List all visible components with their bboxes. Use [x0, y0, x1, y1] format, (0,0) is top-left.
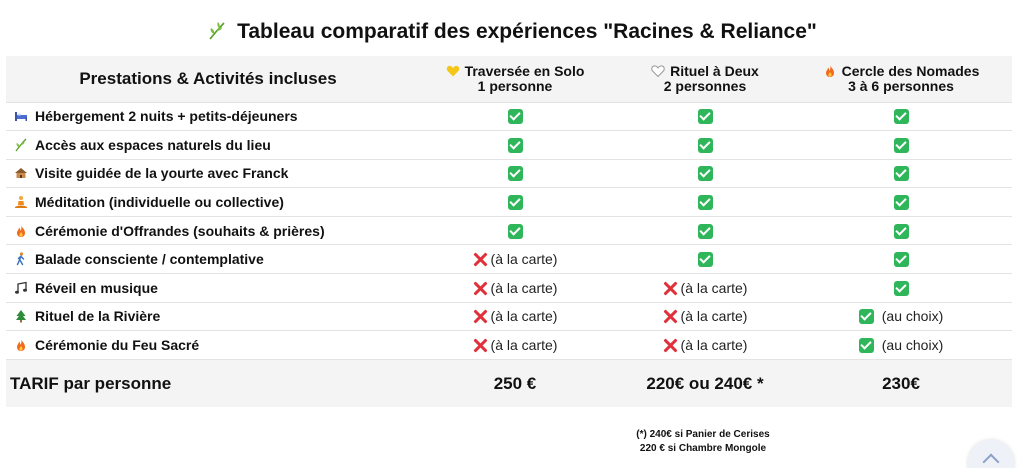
fire-icon [825, 64, 834, 77]
cross-icon [663, 309, 678, 324]
cross-icon [663, 338, 678, 353]
row-label: Méditation (individuelle ou collective) [35, 194, 284, 211]
check-icon [858, 338, 874, 354]
table-row: Cérémonie du Feu Sacré (à la carte) (à l… [6, 330, 1012, 360]
row-label: Balade consciente / contemplative [35, 251, 264, 268]
table-row: Balade consciente / contemplative (à la … [6, 244, 1012, 275]
header-label: Prestations & Activités incluses [6, 56, 410, 103]
footnote-line-2: 220 € si Chambre Mongole [639, 443, 767, 454]
page-title: Tableau comparatif des expériences "Raci… [0, 20, 1024, 44]
table-row: Méditation (individuelle ou collective) [6, 187, 1012, 217]
check-icon [893, 137, 909, 153]
check-icon [507, 109, 523, 125]
cross-icon [473, 309, 488, 324]
header-solo: Traversée en Solo 1 personne [410, 56, 620, 103]
check-icon [697, 137, 713, 153]
footnote: (*) 240€ si Panier de Cerises 220 € si C… [618, 428, 788, 456]
scroll-to-top-button[interactable] [968, 440, 1014, 468]
check-icon [893, 109, 909, 125]
bed-icon [15, 112, 27, 122]
fire-icon [17, 224, 25, 237]
table-row: Cérémonie d'Offrandes (souhaits & prière… [6, 216, 1012, 246]
title-text: Tableau comparatif des expériences "Raci… [237, 20, 817, 43]
herb-icon [15, 138, 27, 152]
price-solo: 250 € [410, 359, 620, 408]
check-icon [507, 223, 523, 239]
check-icon [697, 166, 713, 182]
check-icon [893, 223, 909, 239]
row-label: Rituel de la Rivière [35, 308, 161, 325]
row-label: Visite guidée de la yourte avec Franck [35, 165, 289, 182]
yellow-heart-icon [446, 65, 459, 77]
header-duo: Rituel à Deux 2 personnes [620, 56, 790, 103]
row-label: Cérémonie d'Offrandes (souhaits & prière… [35, 222, 325, 239]
tree-icon [16, 310, 26, 323]
footnote-line-1: (*) 240€ si Panier de Cerises [636, 429, 770, 440]
table-row: Visite guidée de la yourte avec Franck [6, 159, 1012, 189]
check-icon [893, 166, 909, 182]
hut-icon [15, 168, 27, 179]
check-icon [697, 109, 713, 125]
table-header-row: Prestations & Activités incluses Travers… [6, 56, 1012, 103]
check-icon [697, 195, 713, 211]
check-icon [507, 137, 523, 153]
check-icon [507, 195, 523, 211]
meditation-icon [15, 196, 27, 209]
row-label: Accès aux espaces naturels du lieu [35, 136, 271, 153]
comparison-table: Prestations & Activités incluses Travers… [6, 56, 1012, 408]
cross-icon [473, 281, 488, 296]
check-icon [893, 252, 909, 268]
header-nomades: Cercle des Nomades 3 à 6 personnes [790, 56, 1012, 103]
row-label: Réveil en musique [35, 279, 158, 296]
check-icon [507, 166, 523, 182]
check-icon [697, 252, 713, 268]
check-icon [893, 280, 909, 296]
music-icon [15, 281, 27, 294]
cross-icon [663, 281, 678, 296]
table-row: Accès aux espaces naturels du lieu [6, 130, 1012, 160]
table-row: Rituel de la Rivière (à la carte) (à la … [6, 302, 1012, 332]
price-row: TARIF par personne 250 € 220€ ou 240€ * … [6, 359, 1012, 408]
cross-icon [473, 338, 488, 353]
check-icon [893, 195, 909, 211]
cross-icon [473, 252, 488, 267]
fire-icon [17, 339, 25, 352]
price-nomades: 230€ [790, 359, 1012, 408]
row-label: Cérémonie du Feu Sacré [35, 337, 200, 354]
price-duo: 220€ ou 240€ * [620, 359, 790, 408]
white-heart-icon [651, 65, 665, 77]
check-icon [697, 223, 713, 239]
table-row: Hébergement 2 nuits + petits-déjeuners [6, 102, 1012, 132]
price-label: TARIF par personne [6, 359, 410, 408]
row-label: Hébergement 2 nuits + petits-déjeuners [35, 108, 298, 125]
herb-icon [209, 22, 225, 40]
check-icon [858, 309, 874, 325]
walking-icon [16, 252, 25, 266]
table-row: Réveil en musique (à la carte) (à la car… [6, 273, 1012, 303]
